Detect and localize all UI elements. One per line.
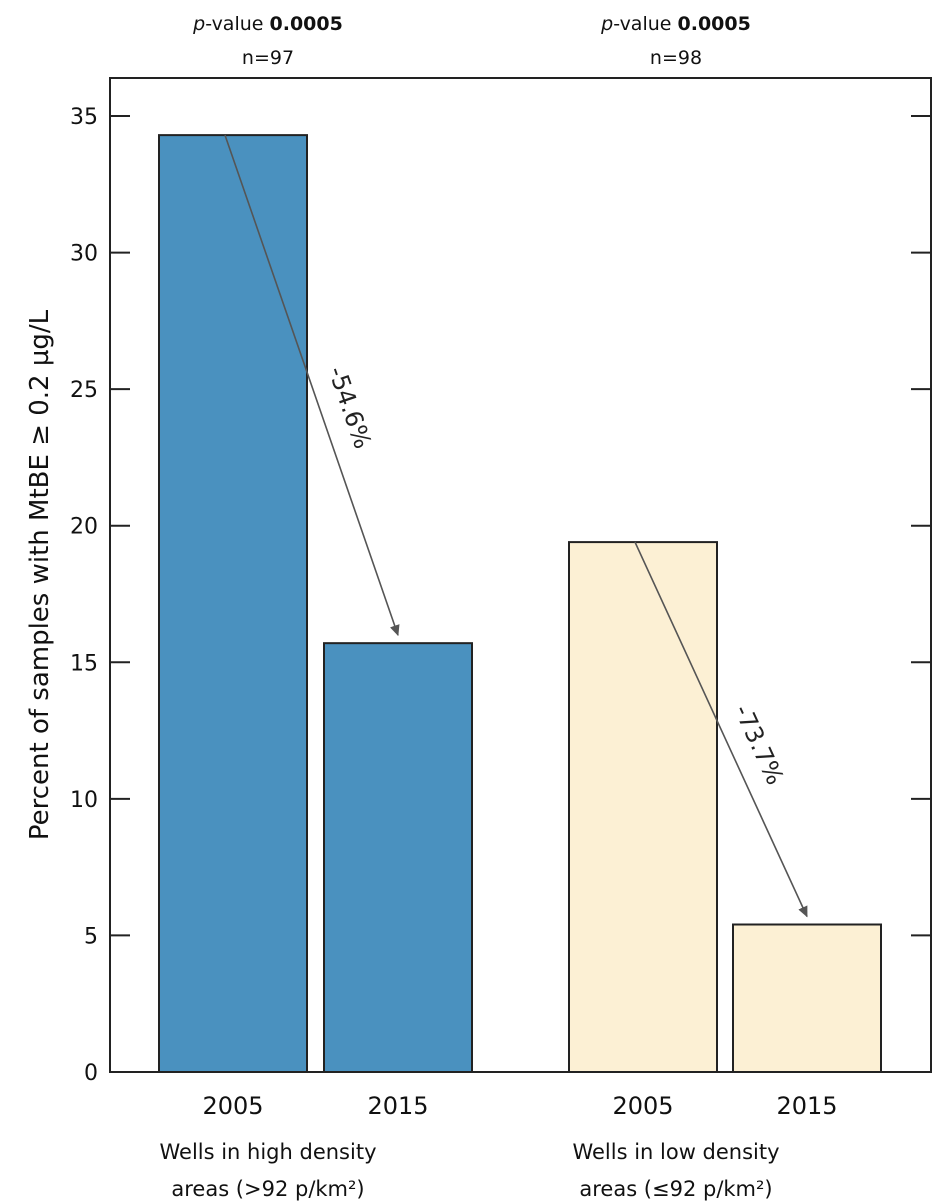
bar-2015-group-1	[323, 642, 473, 1073]
y-tick-label: 5	[84, 924, 98, 949]
x-tick-label: 2005	[202, 1092, 263, 1120]
sample-count-label: n=98	[650, 47, 702, 69]
x-tick-label: 2015	[367, 1092, 428, 1120]
bar-2005-group-2	[568, 541, 718, 1073]
y-tick-label: 35	[70, 105, 98, 130]
y-tick-label: 25	[70, 378, 98, 403]
y-tick-label: 0	[84, 1061, 98, 1086]
p-value-label: p-value 0.0005	[600, 13, 751, 35]
change-arrow	[224, 134, 400, 637]
group-label-line1: Wells in high density	[159, 1140, 376, 1164]
bar-2005-group-1	[158, 134, 308, 1073]
p-value-label: p-value 0.0005	[192, 13, 343, 35]
sample-count-label: n=97	[242, 47, 294, 69]
y-tick-label: 30	[70, 242, 98, 267]
bar-2015-group-2	[732, 923, 882, 1074]
x-tick-label: 2015	[776, 1092, 837, 1120]
group-label-line2: areas (≤92 p/km²)	[579, 1177, 772, 1201]
group-label-line2: areas (>92 p/km²)	[171, 1177, 364, 1201]
x-tick-label: 2005	[612, 1092, 673, 1120]
percent-change-label: -73.7%	[728, 700, 789, 789]
change-arrow	[634, 541, 808, 918]
y-axis-label: Percent of samples with MtBE ≥ 0.2 µg/L	[25, 309, 55, 840]
y-tick-label: 20	[70, 515, 98, 540]
group-label-line1: Wells in low density	[572, 1140, 779, 1164]
y-tick-label: 10	[70, 788, 98, 813]
y-tick-label: 15	[70, 651, 98, 676]
plot-frame	[109, 77, 932, 1073]
